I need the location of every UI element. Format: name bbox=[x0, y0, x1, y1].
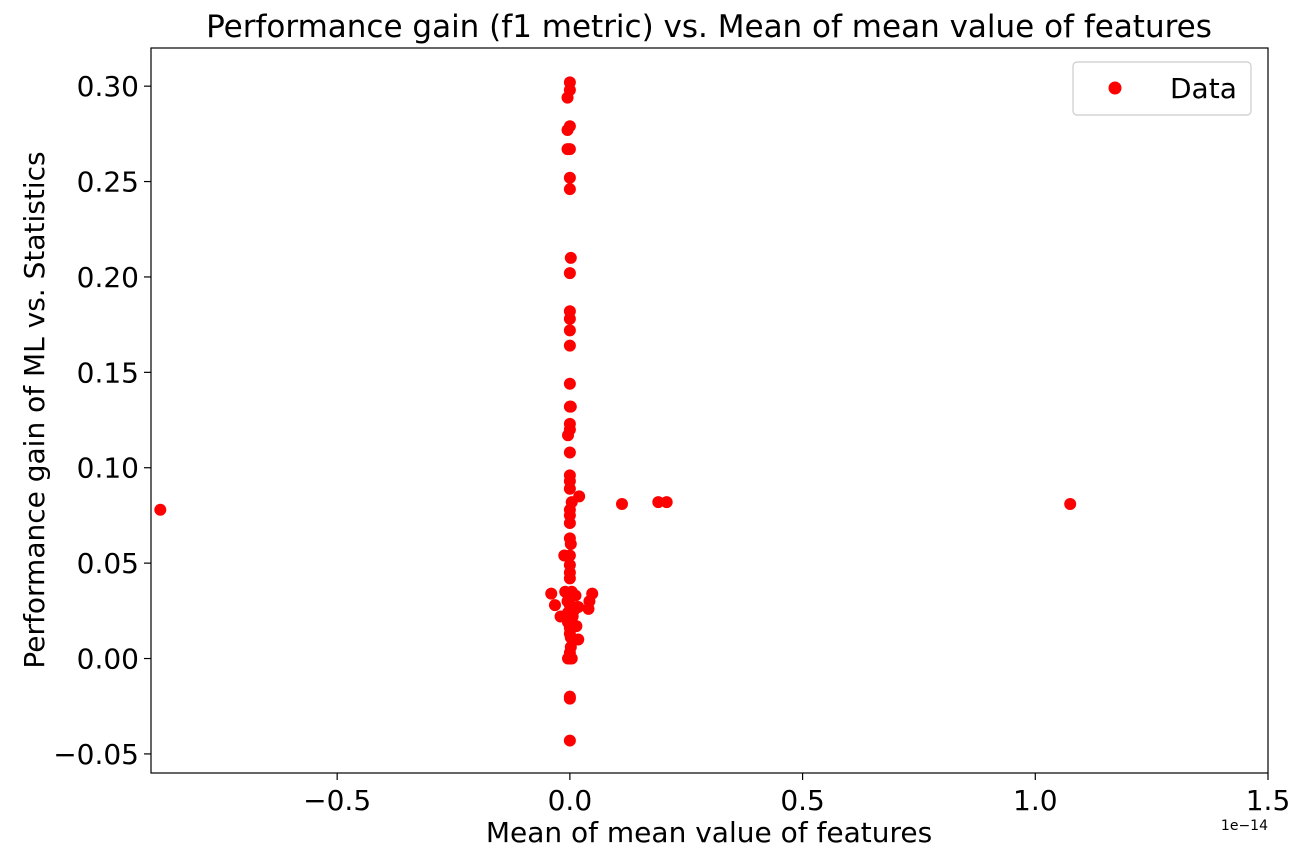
legend-marker bbox=[1108, 81, 1122, 95]
data-point bbox=[582, 602, 595, 615]
data-point bbox=[563, 171, 576, 184]
x-tick-label: 1.0 bbox=[1013, 784, 1058, 817]
data-point bbox=[563, 692, 576, 705]
data-point bbox=[660, 496, 673, 509]
data-point bbox=[564, 400, 577, 413]
y-axis-label: Performance gain of ML vs. Statistics bbox=[18, 151, 51, 668]
data-point bbox=[548, 599, 561, 612]
plot-frame bbox=[150, 47, 1269, 774]
axis-ticks bbox=[144, 85, 1269, 780]
y-tick-labels: −0.05 0.00 0.05 0.10 0.15 0.20 0.25 0.30 bbox=[53, 70, 139, 771]
y-tick-label: 0.05 bbox=[77, 547, 139, 580]
legend-box bbox=[1072, 61, 1252, 116]
y-tick-label: 0.10 bbox=[77, 452, 139, 485]
x-tick-labels: −0.5 0.0 0.5 1.0 1.5 bbox=[303, 784, 1290, 817]
y-tick-label: 0.25 bbox=[77, 166, 139, 199]
data-point bbox=[563, 324, 576, 337]
data-point bbox=[563, 446, 576, 459]
data-point bbox=[616, 497, 629, 510]
data-point bbox=[562, 429, 575, 442]
x-offset-label: 1e−14 bbox=[1221, 818, 1268, 834]
data-point bbox=[563, 183, 576, 196]
legend-label: Data bbox=[1170, 72, 1237, 105]
data-point bbox=[563, 377, 576, 390]
data-point bbox=[1064, 497, 1077, 510]
data-point bbox=[563, 267, 576, 280]
legend: Data bbox=[1072, 61, 1252, 116]
x-tick-label: −0.5 bbox=[303, 784, 371, 817]
x-tick-label: 0.0 bbox=[548, 784, 593, 817]
data-point bbox=[563, 549, 576, 562]
y-tick-label: 0.20 bbox=[77, 261, 139, 294]
data-point bbox=[564, 251, 577, 264]
data-point bbox=[563, 312, 576, 325]
data-points bbox=[154, 76, 1077, 747]
data-point bbox=[563, 517, 576, 530]
data-point bbox=[563, 482, 576, 495]
data-point bbox=[652, 496, 665, 509]
data-point bbox=[561, 91, 574, 104]
data-point bbox=[545, 587, 558, 600]
data-point bbox=[563, 339, 576, 352]
data-point bbox=[561, 143, 574, 156]
y-tick-label: 0.00 bbox=[77, 643, 139, 676]
data-point bbox=[564, 538, 577, 551]
x-axis-label: Mean of mean value of features bbox=[486, 816, 932, 849]
data-point bbox=[563, 734, 576, 747]
x-tick-label: 1.5 bbox=[1246, 784, 1291, 817]
y-tick-label: 0.15 bbox=[77, 356, 139, 389]
data-point bbox=[572, 633, 585, 646]
x-tick-label: 0.5 bbox=[780, 784, 825, 817]
data-point bbox=[154, 503, 167, 516]
data-point bbox=[561, 124, 574, 137]
y-tick-label: −0.05 bbox=[53, 738, 139, 771]
data-point bbox=[563, 572, 576, 585]
chart-title: Performance gain (f1 metric) vs. Mean of… bbox=[206, 9, 1212, 45]
data-point bbox=[565, 652, 578, 665]
y-tick-label: 0.30 bbox=[77, 70, 139, 103]
